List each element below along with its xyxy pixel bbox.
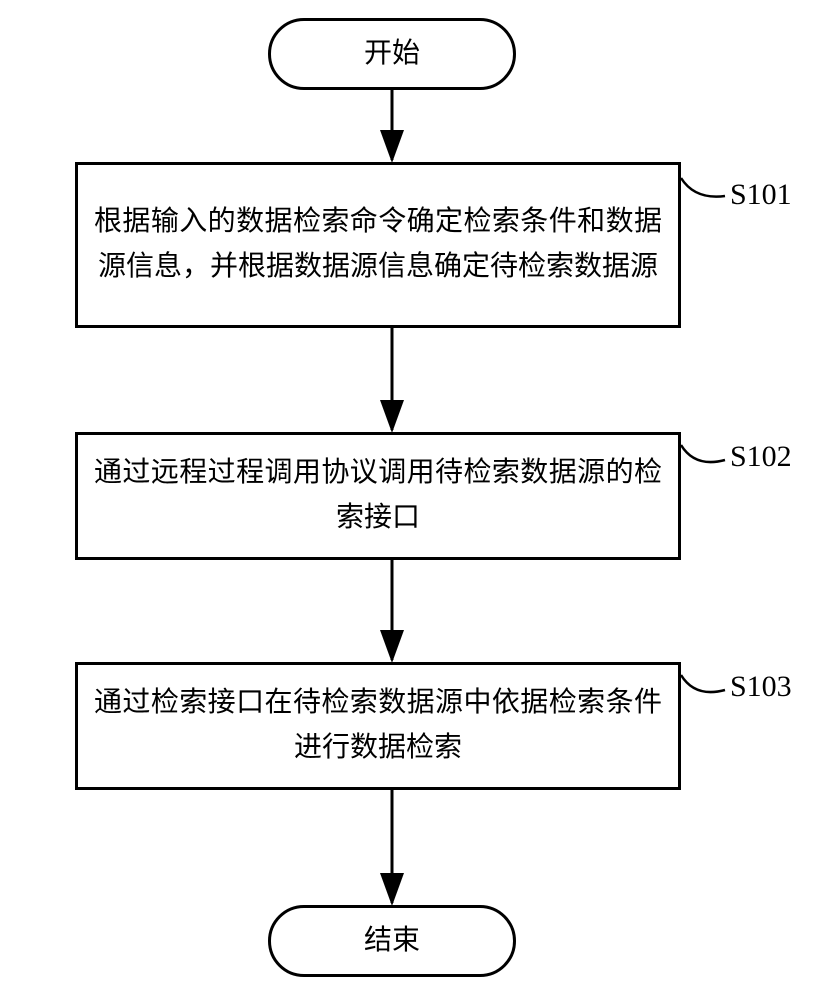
- label-s103-text: S103: [730, 670, 792, 703]
- label-s103: S103: [730, 670, 792, 704]
- process-s103-text: 通过检索接口在待检索数据源中依据检索条件进行数据检索: [94, 681, 662, 771]
- label-s101: S101: [730, 178, 792, 212]
- start-text: 开始: [364, 32, 420, 77]
- end-text: 结束: [364, 919, 420, 964]
- label-s101-text: S101: [730, 178, 792, 211]
- process-s103: 通过检索接口在待检索数据源中依据检索条件进行数据检索: [75, 662, 681, 790]
- process-s101-text: 根据输入的数据检索命令确定检索条件和数据源信息，并根据数据源信息确定待检索数据源: [94, 200, 662, 290]
- label-s102-text: S102: [730, 440, 792, 473]
- label-s102: S102: [730, 440, 792, 474]
- connector-s101: [681, 178, 725, 197]
- connector-s102: [681, 445, 725, 462]
- start-node: 开始: [268, 18, 516, 90]
- end-node: 结束: [268, 905, 516, 977]
- connector-s103: [681, 675, 725, 692]
- process-s102-text: 通过远程过程调用协议调用待检索数据源的检索接口: [94, 451, 662, 541]
- process-s101: 根据输入的数据检索命令确定检索条件和数据源信息，并根据数据源信息确定待检索数据源: [75, 162, 681, 328]
- process-s102: 通过远程过程调用协议调用待检索数据源的检索接口: [75, 432, 681, 560]
- flowchart-canvas: 开始 根据输入的数据检索命令确定检索条件和数据源信息，并根据数据源信息确定待检索…: [0, 0, 821, 1000]
